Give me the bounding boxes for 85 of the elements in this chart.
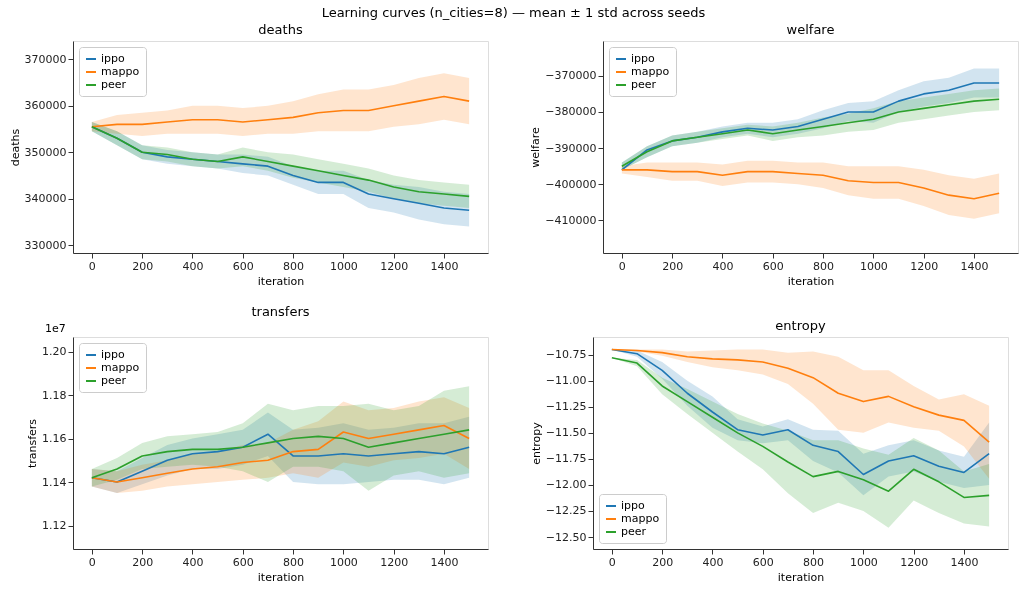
x-tick-label: 1400	[960, 259, 989, 273]
y-tick-label: −380000	[545, 105, 597, 119]
legend-label: peer	[621, 525, 647, 538]
x-tick-label: 400	[712, 259, 734, 273]
x-tick-label: 600	[752, 555, 774, 569]
chart-title: transfers	[251, 304, 310, 319]
legend-label: peer	[101, 78, 127, 91]
legend-label: mappo	[101, 361, 140, 374]
y-tick-label: 1.18	[42, 388, 67, 402]
x-tick-label: 1200	[910, 259, 939, 273]
y-tick-label: 370000	[24, 52, 67, 66]
y-tick-label: 1.14	[42, 475, 67, 489]
legend-label: mappo	[621, 512, 660, 525]
x-tick-label: 1200	[380, 259, 409, 273]
y-axis-title: transfers	[26, 418, 40, 469]
x-tick-label: 400	[182, 259, 204, 273]
y-tick-label: −390000	[545, 141, 597, 155]
line-series	[611, 348, 990, 444]
y-tick-label: −410000	[545, 213, 597, 227]
x-tick-label: 1000	[849, 555, 878, 569]
y-tick-label: −12.50	[545, 530, 587, 544]
y-axis-title: welfare	[529, 127, 543, 168]
y-tick-label: −400000	[545, 177, 597, 191]
x-tick-label: 0	[618, 259, 626, 273]
text: 1e7	[45, 322, 66, 335]
x-tick-label: 200	[652, 555, 674, 569]
x-tick-label: 600	[232, 259, 254, 273]
y-tick-label: 360000	[24, 99, 67, 113]
x-tick-label: 600	[232, 555, 254, 569]
x-axis-title: iteration	[777, 570, 825, 584]
chart-title: welfare	[786, 22, 835, 37]
y-tick-label: −11.00	[545, 374, 587, 388]
y-tick-label: −12.00	[545, 478, 587, 492]
legend-label: ippo	[101, 348, 126, 361]
x-tick-label: 1400	[950, 555, 979, 569]
y-tick-label: 1.20	[42, 345, 67, 359]
y-tick-label: 340000	[24, 192, 67, 206]
x-tick-label: 800	[283, 259, 305, 273]
x-tick-label: 800	[803, 555, 825, 569]
y-axis-title: entropy	[529, 421, 543, 465]
y-tick-label: −10.75	[545, 348, 587, 362]
x-tick-label: 1400	[430, 555, 459, 569]
text: Learning curves (n_cities=8) — mean ± 1 std across seeds	[321, 4, 706, 20]
x-tick-label: 200	[662, 259, 684, 273]
y-axis-title: deaths	[8, 128, 22, 167]
line-series	[621, 169, 1000, 200]
x-tick-label: 400	[702, 555, 724, 569]
x-tick-label: 200	[132, 259, 154, 273]
y-tick-label: 350000	[24, 145, 67, 159]
x-tick-label: 0	[608, 555, 616, 569]
y-tick-label: −11.75	[545, 452, 587, 466]
line-series	[91, 125, 470, 198]
legend-label: mappo	[101, 65, 140, 78]
chart-title: entropy	[775, 318, 826, 333]
x-tick-label: 1400	[430, 259, 459, 273]
x-tick-label: 0	[88, 555, 96, 569]
x-tick-label: 200	[132, 555, 154, 569]
x-tick-label: 1000	[859, 259, 888, 273]
x-axis-title: iteration	[787, 274, 835, 288]
x-tick-label: 1000	[329, 259, 358, 273]
legend-label: ippo	[101, 52, 126, 65]
legend-label: ippo	[621, 499, 646, 512]
x-tick-label: 400	[182, 555, 204, 569]
x-tick-label: 600	[762, 259, 784, 273]
x-axis-title: iteration	[257, 570, 305, 584]
x-axis-title: iteration	[257, 274, 305, 288]
x-tick-label: 1000	[329, 555, 358, 569]
legend-label: ippo	[631, 52, 656, 65]
y-tick-label: −11.25	[545, 400, 587, 414]
x-tick-label: 1200	[900, 555, 929, 569]
chart-title: deaths	[258, 22, 303, 37]
x-tick-label: 800	[813, 259, 835, 273]
legend-label: mappo	[631, 65, 670, 78]
y-tick-label: 1.12	[42, 519, 67, 533]
y-tick-label: 1.16	[42, 432, 67, 446]
y-tick-label: −370000	[545, 69, 597, 83]
legend-label: peer	[101, 374, 127, 387]
y-tick-label: −12.25	[545, 504, 587, 518]
y-tick-label: −11.50	[545, 426, 587, 440]
x-tick-label: 800	[283, 555, 305, 569]
line-series	[91, 95, 470, 128]
x-tick-label: 1200	[380, 555, 409, 569]
legend-label: peer	[631, 78, 657, 91]
y-tick-label: 330000	[24, 238, 67, 252]
x-tick-label: 0	[88, 259, 96, 273]
